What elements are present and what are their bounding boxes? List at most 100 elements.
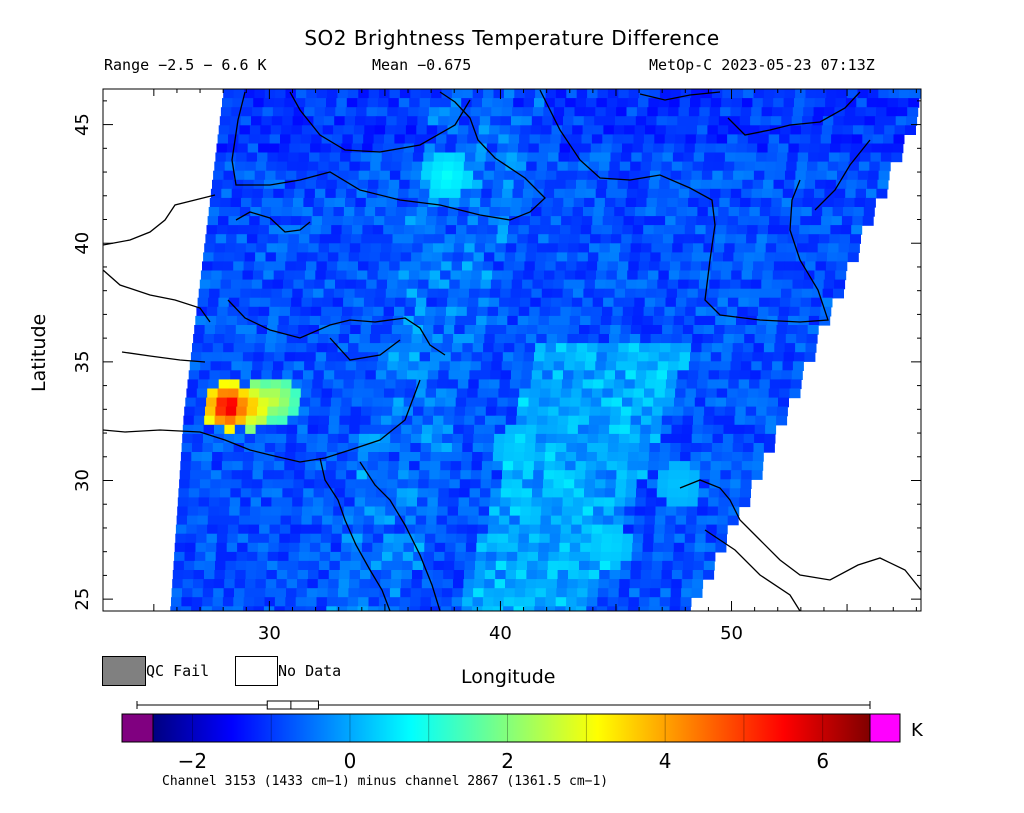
- swath-pixel: [711, 89, 723, 99]
- swath-pixel: [345, 279, 357, 290]
- swath-pixel: [669, 261, 681, 272]
- swath-pixel: [630, 243, 642, 253]
- swath-pixel: [669, 98, 681, 108]
- swath-pixel: [840, 225, 852, 235]
- swath-pixel: [374, 515, 386, 526]
- swath-pixel: [541, 497, 553, 508]
- swath-pixel: [260, 379, 272, 390]
- swath-pixel: [529, 306, 541, 317]
- swath-pixel: [486, 234, 498, 244]
- swath-pixel: [404, 225, 415, 235]
- swath-pixel: [578, 161, 590, 172]
- swath-pixel: [593, 207, 605, 217]
- swath-pixel: [695, 388, 707, 399]
- swath-pixel: [452, 343, 463, 353]
- swath-pixel: [473, 170, 485, 181]
- swath-pixel: [834, 279, 846, 290]
- swath-pixel: [398, 270, 410, 281]
- swath-pixel: [263, 270, 275, 281]
- swath-pixel: [325, 270, 337, 281]
- swath-pixel: [233, 597, 245, 607]
- swath-pixel: [698, 370, 710, 380]
- swath-pixel: [353, 216, 365, 226]
- swath-pixel: [513, 452, 525, 462]
- swath-pixel: [170, 615, 181, 625]
- swath-pixel: [559, 542, 571, 553]
- swath-pixel: [437, 506, 449, 517]
- swath-pixel: [306, 261, 317, 272]
- swath-pixel: [547, 570, 559, 580]
- swath-pixel: [572, 125, 584, 135]
- swath-pixel: [378, 452, 390, 462]
- swath-pixel: [223, 588, 235, 598]
- swath-pixel: [838, 243, 850, 253]
- swath-pixel: [727, 216, 739, 226]
- swath-pixel: [623, 216, 635, 226]
- swath-pixel: [407, 479, 419, 489]
- swath-pixel: [617, 261, 629, 272]
- swath-pixel: [851, 225, 863, 235]
- swath-pixel: [254, 343, 266, 353]
- swath-pixel: [453, 570, 465, 580]
- swath-pixel: [347, 597, 359, 607]
- swath-pixel: [740, 488, 751, 498]
- swath-pixel: [256, 570, 267, 580]
- swath-pixel: [644, 216, 656, 226]
- swath-pixel: [403, 397, 415, 408]
- swath-pixel: [385, 506, 397, 517]
- swath-pixel: [744, 415, 756, 426]
- swath-pixel: [239, 379, 251, 390]
- swath-pixel: [349, 579, 360, 589]
- swath-pixel: [765, 424, 777, 435]
- swath-pixel: [240, 116, 252, 126]
- swath-pixel: [640, 334, 652, 344]
- swath-pixel: [350, 406, 362, 417]
- swath-pixel: [617, 615, 628, 625]
- swath-pixel: [786, 161, 798, 172]
- swath-pixel: [431, 343, 443, 353]
- swath-pixel: [258, 143, 270, 154]
- swath-pixel: [273, 461, 285, 471]
- swath-pixel: [778, 397, 789, 408]
- swath-pixel: [410, 597, 422, 607]
- swath-pixel: [556, 433, 568, 444]
- swath-pixel: [462, 588, 474, 598]
- swath-pixel: [391, 415, 403, 426]
- swath-pixel: [874, 116, 886, 126]
- swath-pixel: [347, 179, 359, 190]
- swath-pixel: [554, 270, 566, 281]
- swath-pixel: [606, 188, 618, 199]
- swath-pixel: [245, 570, 257, 580]
- swath-pixel: [473, 252, 485, 263]
- swath-pixel: [629, 588, 641, 598]
- swath-pixel: [708, 288, 720, 299]
- swath-pixel: [641, 243, 652, 253]
- swath-pixel: [757, 225, 769, 235]
- swath-pixel: [804, 179, 816, 190]
- swath-pixel: [682, 325, 694, 335]
- swath-pixel: [662, 152, 674, 163]
- swath-pixel: [223, 252, 235, 263]
- swath-pixel: [626, 279, 638, 290]
- swath-pixel: [398, 188, 410, 199]
- swath-pixel: [621, 551, 633, 562]
- swath-pixel: [340, 152, 352, 163]
- swath-pixel: [631, 406, 643, 417]
- swath-pixel: [430, 98, 441, 108]
- swath-pixel: [581, 524, 593, 535]
- swath-pixel: [711, 343, 723, 353]
- swath-pixel: [805, 89, 817, 99]
- swath-pixel: [799, 225, 811, 235]
- swath-pixel: [682, 570, 694, 580]
- swath-pixel: [202, 261, 213, 272]
- swath-pixel: [633, 306, 645, 317]
- swath-pixel: [500, 116, 512, 126]
- swath-pixel: [523, 352, 535, 362]
- swath-pixel: [536, 161, 548, 172]
- swath-pixel: [675, 134, 687, 145]
- swath-pixel: [415, 515, 427, 526]
- swath-pixel: [749, 288, 761, 299]
- swath-pixel: [536, 334, 548, 344]
- swath-pixel: [254, 261, 265, 272]
- swath-pixel: [584, 361, 596, 371]
